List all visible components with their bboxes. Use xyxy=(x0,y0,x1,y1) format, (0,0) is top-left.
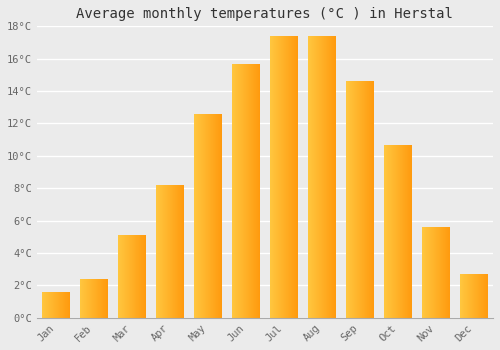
Title: Average monthly temperatures (°C ) in Herstal: Average monthly temperatures (°C ) in He… xyxy=(76,7,454,21)
